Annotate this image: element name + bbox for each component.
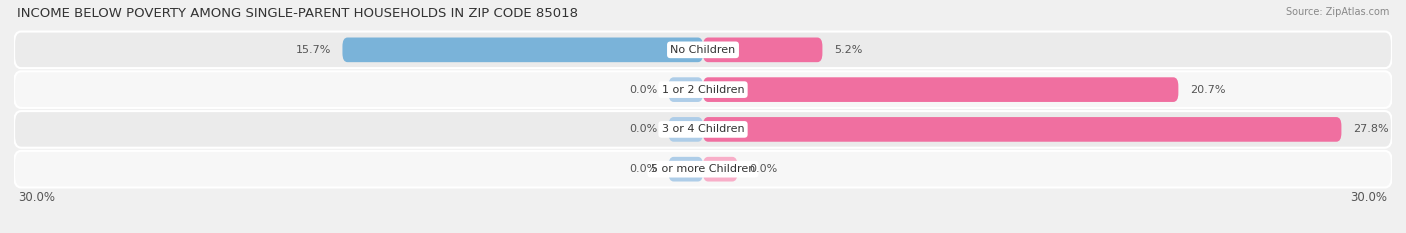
Text: 30.0%: 30.0% [18,191,56,204]
FancyBboxPatch shape [14,111,1392,148]
Text: 1 or 2 Children: 1 or 2 Children [662,85,744,95]
Text: 27.8%: 27.8% [1353,124,1389,134]
Text: 0.0%: 0.0% [628,85,657,95]
Text: 20.7%: 20.7% [1189,85,1226,95]
FancyBboxPatch shape [669,157,703,182]
Text: 0.0%: 0.0% [628,164,657,174]
FancyBboxPatch shape [14,31,1392,68]
Text: INCOME BELOW POVERTY AMONG SINGLE-PARENT HOUSEHOLDS IN ZIP CODE 85018: INCOME BELOW POVERTY AMONG SINGLE-PARENT… [17,7,578,20]
FancyBboxPatch shape [669,77,703,102]
FancyBboxPatch shape [343,38,703,62]
Text: 5 or more Children: 5 or more Children [651,164,755,174]
Text: No Children: No Children [671,45,735,55]
FancyBboxPatch shape [14,71,1392,108]
Text: 0.0%: 0.0% [749,164,778,174]
Text: 30.0%: 30.0% [1350,191,1388,204]
Legend: Single Father, Single Mother: Single Father, Single Mother [603,229,803,233]
Text: 15.7%: 15.7% [295,45,330,55]
Text: Source: ZipAtlas.com: Source: ZipAtlas.com [1285,7,1389,17]
FancyBboxPatch shape [14,151,1392,188]
FancyBboxPatch shape [703,117,1341,142]
Text: 5.2%: 5.2% [834,45,862,55]
FancyBboxPatch shape [703,157,738,182]
FancyBboxPatch shape [703,77,1178,102]
FancyBboxPatch shape [703,38,823,62]
Text: 0.0%: 0.0% [628,124,657,134]
Text: 3 or 4 Children: 3 or 4 Children [662,124,744,134]
FancyBboxPatch shape [669,117,703,142]
